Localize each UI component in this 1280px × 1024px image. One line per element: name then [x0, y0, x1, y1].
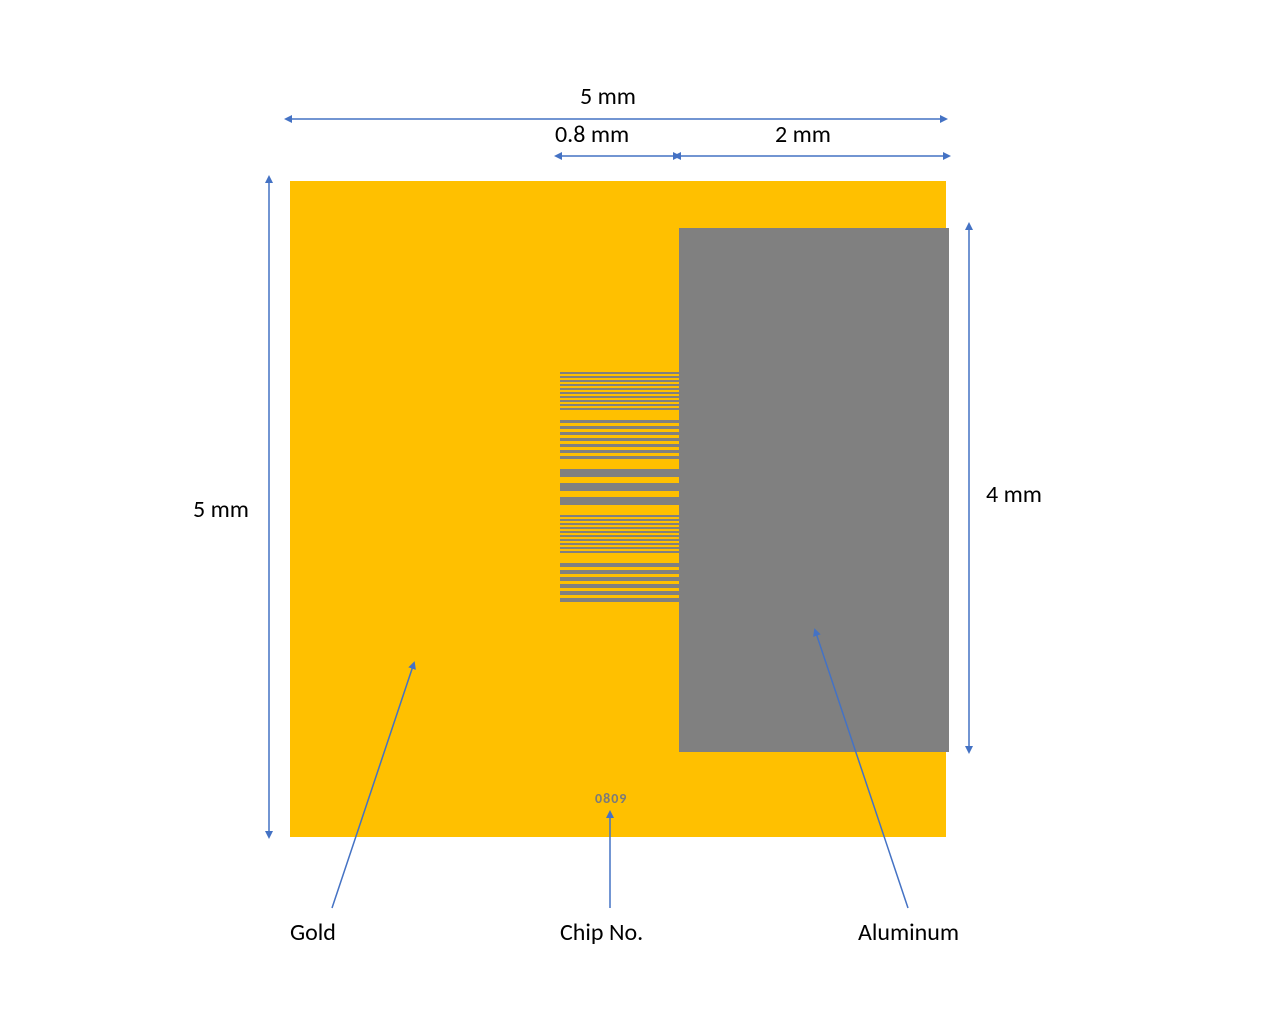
dim-label-right-height: 4 mm: [986, 480, 1042, 509]
dim-label-top-width: 5 mm: [580, 82, 636, 111]
finger-bar: [560, 408, 679, 410]
dim-label-top-mid: 0.8 mm: [555, 120, 629, 149]
diagram-stage: 0809 5 mm 0.8 mm 2 mm 5 mm 4 mm Gold Chi…: [0, 0, 1280, 1024]
finger-bar: [560, 547, 679, 549]
finger-bar: [560, 444, 679, 447]
finger-bar: [560, 515, 679, 517]
finger-bar: [560, 535, 679, 537]
finger-bar: [560, 376, 679, 378]
finger-bar: [560, 456, 679, 459]
aluminum-region: [679, 228, 949, 752]
finger-bar: [560, 388, 679, 390]
finger-bar: [560, 577, 679, 581]
finger-bar: [560, 598, 679, 602]
finger-bar: [560, 372, 679, 374]
finger-bar: [560, 426, 679, 429]
finger-bar: [560, 384, 679, 386]
finger-bar: [560, 450, 679, 453]
finger-bar: [560, 543, 679, 545]
finger-bar: [560, 570, 679, 574]
finger-bar: [560, 591, 679, 595]
dim-label-left-height: 5 mm: [193, 495, 249, 524]
finger-bar: [560, 432, 679, 435]
callout-label-aluminum: Aluminum: [858, 918, 959, 947]
finger-bar: [560, 539, 679, 541]
chip-number-text: 0809: [595, 790, 627, 807]
finger-bar: [560, 404, 679, 406]
finger-bar: [560, 551, 679, 553]
finger-bar: [560, 584, 679, 588]
finger-bar: [560, 380, 679, 382]
finger-bar: [560, 497, 679, 505]
finger-bar: [560, 420, 679, 423]
finger-bar: [560, 531, 679, 533]
finger-bar: [560, 563, 679, 567]
callout-label-gold: Gold: [290, 918, 336, 947]
finger-bar: [560, 438, 679, 441]
finger-bar: [560, 400, 679, 402]
finger-bar: [560, 396, 679, 398]
finger-bar: [560, 469, 679, 477]
finger-bar: [560, 483, 679, 491]
finger-bar: [560, 523, 679, 525]
finger-bar: [560, 519, 679, 521]
finger-pattern: [560, 372, 679, 582]
dim-label-top-right: 2 mm: [775, 120, 831, 149]
finger-bar: [560, 392, 679, 394]
finger-bar: [560, 527, 679, 529]
callout-label-chip-no: Chip No.: [560, 918, 643, 947]
